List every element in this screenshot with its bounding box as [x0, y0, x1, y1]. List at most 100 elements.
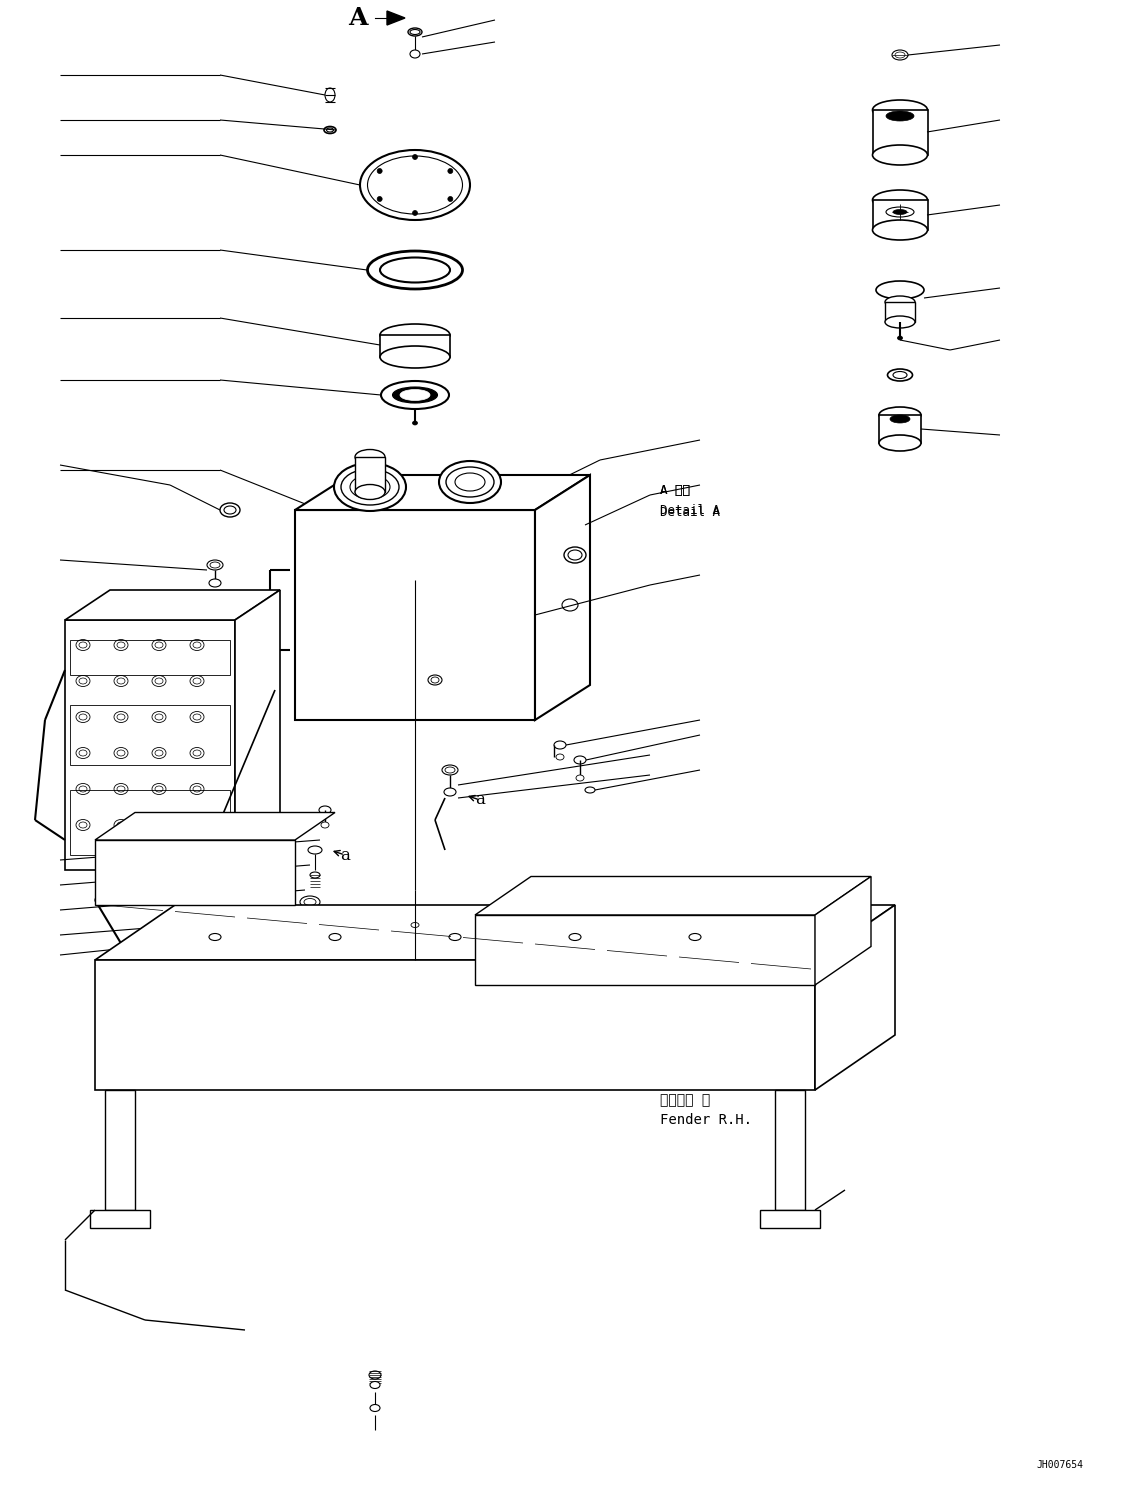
Polygon shape [65, 621, 235, 870]
Ellipse shape [152, 819, 166, 831]
Ellipse shape [114, 712, 128, 722]
Bar [70, 640, 229, 674]
Ellipse shape [308, 846, 321, 853]
Ellipse shape [889, 415, 910, 424]
Ellipse shape [383, 479, 448, 501]
Ellipse shape [152, 676, 166, 686]
Ellipse shape [574, 756, 586, 764]
Ellipse shape [114, 783, 128, 795]
Ellipse shape [152, 747, 166, 758]
Ellipse shape [319, 806, 331, 815]
Ellipse shape [383, 568, 448, 591]
Polygon shape [65, 589, 279, 621]
Bar [70, 706, 229, 765]
Ellipse shape [886, 110, 914, 121]
Ellipse shape [892, 51, 908, 60]
Ellipse shape [370, 1404, 381, 1411]
Ellipse shape [310, 871, 320, 877]
Ellipse shape [114, 640, 128, 651]
Ellipse shape [325, 88, 335, 101]
Text: A 詳細: A 詳細 [660, 483, 690, 497]
Text: a: a [340, 846, 350, 864]
Ellipse shape [321, 822, 329, 828]
Ellipse shape [152, 640, 166, 651]
Ellipse shape [410, 51, 420, 58]
Polygon shape [775, 1091, 805, 1210]
Ellipse shape [114, 676, 128, 686]
Ellipse shape [190, 747, 204, 758]
Bar [381, 336, 450, 357]
Ellipse shape [556, 753, 563, 759]
Bar [872, 110, 928, 155]
Text: Detail A: Detail A [660, 506, 720, 519]
Polygon shape [815, 906, 895, 1091]
Polygon shape [95, 959, 815, 1091]
Ellipse shape [207, 560, 223, 570]
Ellipse shape [444, 788, 456, 797]
Polygon shape [90, 1210, 150, 1228]
Ellipse shape [370, 1382, 381, 1389]
Ellipse shape [381, 346, 450, 369]
Ellipse shape [400, 389, 431, 400]
Ellipse shape [897, 336, 902, 340]
Ellipse shape [893, 209, 907, 215]
Ellipse shape [893, 372, 907, 379]
Bar [885, 301, 914, 322]
Polygon shape [535, 474, 590, 721]
Text: Detail A: Detail A [660, 503, 720, 516]
Ellipse shape [190, 819, 204, 831]
Ellipse shape [393, 386, 437, 403]
Ellipse shape [872, 100, 927, 119]
Ellipse shape [114, 747, 128, 758]
Ellipse shape [209, 579, 222, 586]
Ellipse shape [360, 151, 470, 219]
Text: Fender R.H.: Fender R.H. [660, 1113, 752, 1126]
Ellipse shape [220, 503, 240, 518]
Polygon shape [295, 474, 590, 510]
Bar [383, 489, 448, 580]
Ellipse shape [872, 189, 927, 210]
Polygon shape [295, 510, 535, 721]
Ellipse shape [428, 674, 442, 685]
Ellipse shape [377, 197, 382, 201]
Ellipse shape [76, 819, 90, 831]
Bar [354, 457, 385, 492]
Bar [70, 789, 229, 855]
Polygon shape [815, 876, 871, 985]
Ellipse shape [76, 640, 90, 651]
Ellipse shape [872, 145, 927, 166]
Polygon shape [235, 589, 279, 870]
Ellipse shape [442, 765, 458, 774]
Ellipse shape [562, 598, 578, 612]
Polygon shape [95, 840, 295, 906]
Ellipse shape [885, 316, 914, 328]
Ellipse shape [190, 676, 204, 686]
Polygon shape [475, 915, 815, 985]
Ellipse shape [885, 295, 914, 307]
Ellipse shape [879, 407, 921, 424]
Ellipse shape [369, 1371, 381, 1379]
Ellipse shape [300, 897, 320, 909]
Ellipse shape [76, 783, 90, 795]
Ellipse shape [412, 421, 418, 425]
Ellipse shape [190, 783, 204, 795]
Bar [872, 200, 928, 230]
Ellipse shape [412, 210, 418, 215]
Ellipse shape [354, 449, 385, 464]
Ellipse shape [381, 258, 450, 282]
Text: フェンダ 右: フェンダ 右 [660, 1094, 710, 1107]
Ellipse shape [381, 380, 449, 409]
Ellipse shape [190, 712, 204, 722]
Polygon shape [95, 906, 895, 959]
Bar [879, 415, 921, 443]
Ellipse shape [872, 219, 927, 240]
Ellipse shape [377, 169, 382, 173]
Polygon shape [95, 813, 335, 840]
Text: a: a [475, 791, 485, 809]
Ellipse shape [563, 548, 586, 562]
Ellipse shape [76, 712, 90, 722]
Ellipse shape [412, 155, 418, 160]
Ellipse shape [354, 485, 385, 500]
Ellipse shape [876, 280, 924, 298]
Polygon shape [760, 1210, 820, 1228]
